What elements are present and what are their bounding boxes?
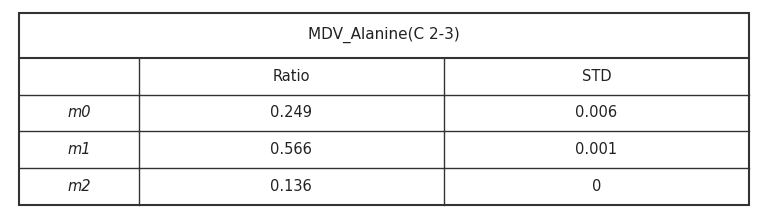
Text: m2: m2 (68, 179, 91, 194)
Text: 0.136: 0.136 (270, 179, 313, 194)
Text: Ratio: Ratio (273, 69, 310, 83)
Text: 0.001: 0.001 (575, 142, 617, 157)
Text: 0.006: 0.006 (575, 106, 617, 120)
Text: STD: STD (581, 69, 611, 83)
Text: 0.566: 0.566 (270, 142, 313, 157)
Text: m1: m1 (68, 142, 91, 157)
Text: 0: 0 (591, 179, 601, 194)
Text: 0.249: 0.249 (270, 106, 313, 120)
Text: m0: m0 (68, 106, 91, 120)
Text: MDV_Alanine(C 2-3): MDV_Alanine(C 2-3) (308, 27, 460, 43)
Bar (19, 13, 749, 205)
